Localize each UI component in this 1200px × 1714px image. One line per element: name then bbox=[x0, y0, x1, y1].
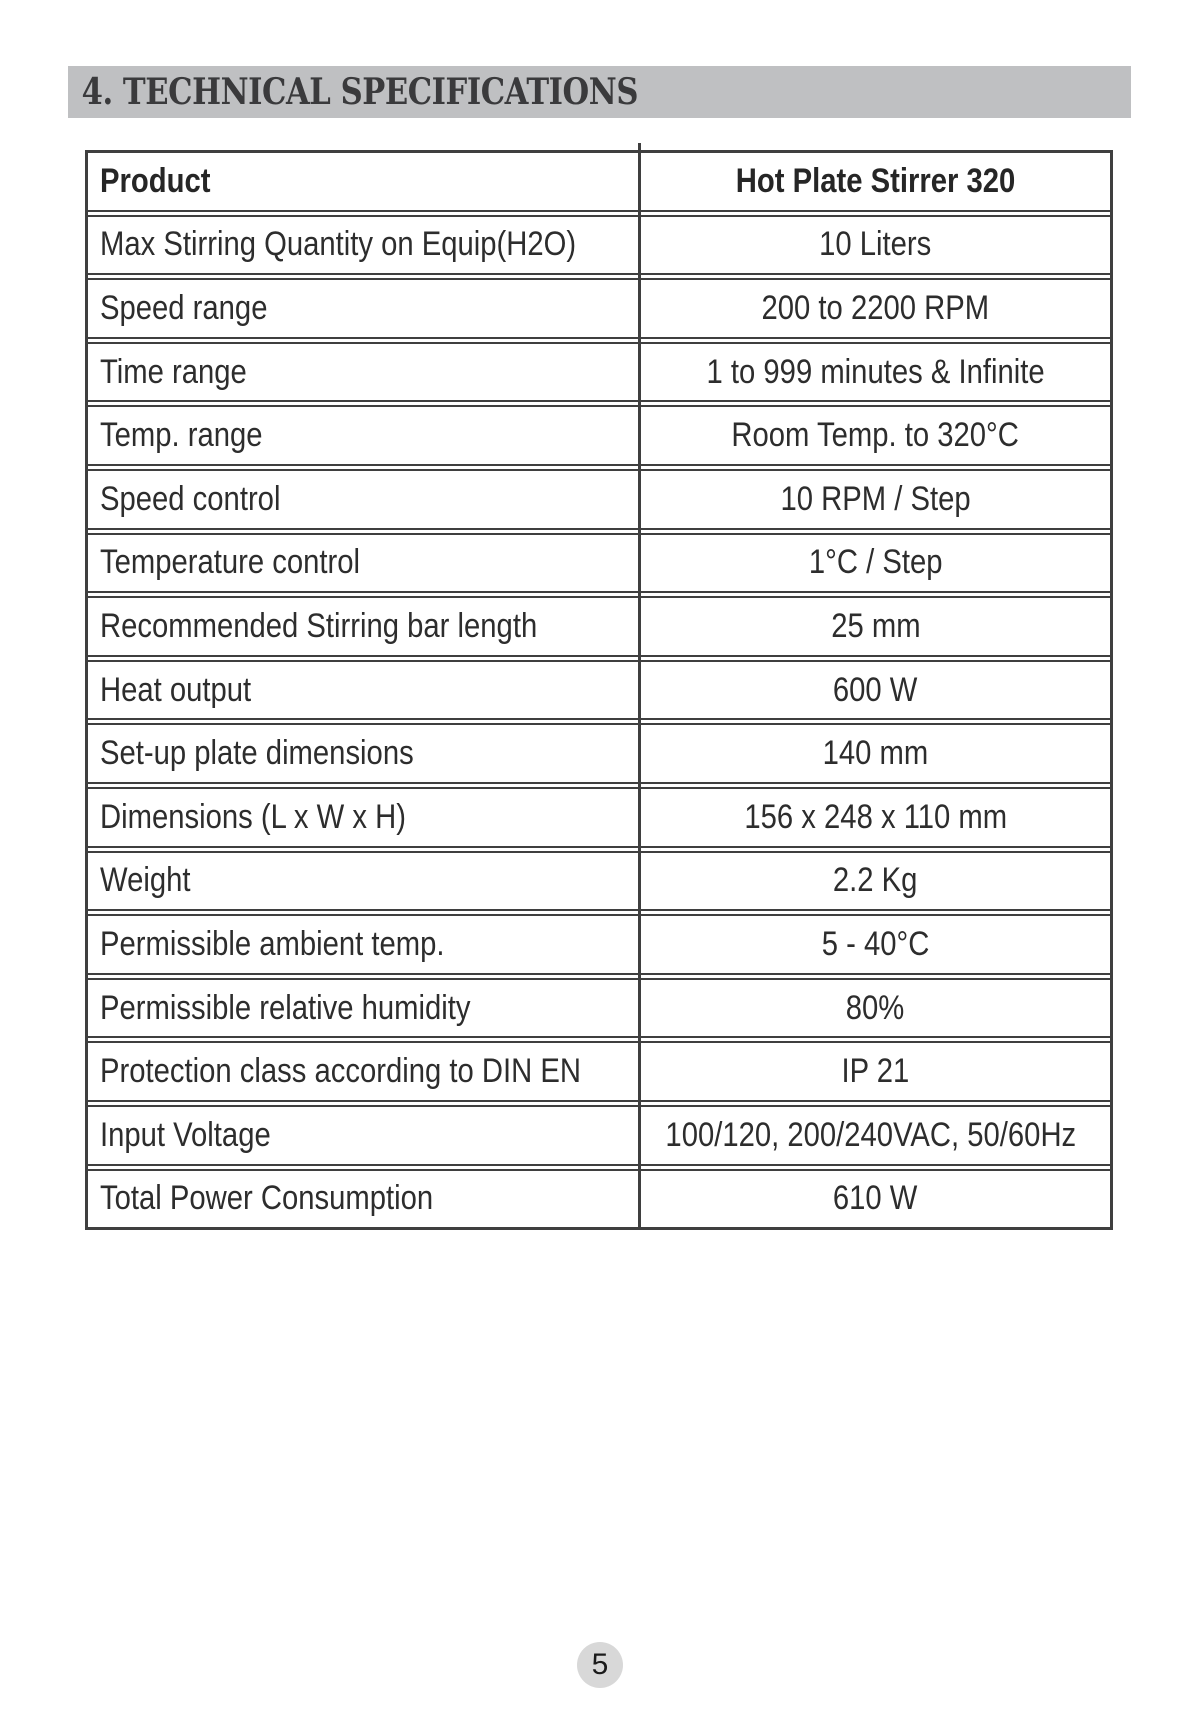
table-row: Permissible relative humidity 80% bbox=[88, 980, 1110, 1044]
section-title: 4. TECHNICAL SPECIFICATIONS bbox=[81, 71, 639, 113]
spec-label: Input Voltage bbox=[100, 1115, 271, 1154]
spec-value-cell: 200 to 2200 RPM bbox=[641, 289, 1110, 328]
table-row: Set-up plate dimensions 140 mm bbox=[88, 725, 1110, 789]
table-row: Input Voltage 100/120, 200/240VAC, 50/60… bbox=[88, 1107, 1110, 1171]
spec-label: Recommended Stirring bar length bbox=[100, 606, 538, 645]
table-row: Speed range 200 to 2200 RPM bbox=[88, 280, 1110, 344]
spec-label-cell: Set-up plate dimensions bbox=[88, 734, 641, 773]
spec-table: Product Hot Plate Stirrer 320 Max Stirri… bbox=[85, 143, 1113, 1230]
table-row: Recommended Stirring bar length 25 mm bbox=[88, 598, 1110, 662]
spec-value: 2.2 Kg bbox=[833, 861, 918, 900]
spec-value-cell: 10 RPM / Step bbox=[641, 480, 1110, 519]
table-row: Total Power Consumption 610 W bbox=[88, 1171, 1110, 1227]
spec-label: Max Stirring Quantity on Equip(H2O) bbox=[100, 225, 577, 264]
table-row: Time range 1 to 999 minutes & Infinite bbox=[88, 344, 1110, 408]
header-label-cell: Product bbox=[88, 162, 641, 201]
spec-label: Dimensions (L x W x H) bbox=[100, 797, 406, 836]
spec-value-cell: 5 - 40°C bbox=[641, 925, 1110, 964]
spec-value-cell: 80% bbox=[641, 989, 1110, 1028]
table-row: Max Stirring Quantity on Equip(H2O) 10 L… bbox=[88, 217, 1110, 281]
spec-value-cell: Room Temp. to 320°C bbox=[641, 416, 1110, 455]
spec-label: Speed range bbox=[100, 288, 268, 327]
spec-value-cell: 2.2 Kg bbox=[641, 861, 1110, 900]
spec-value-cell: 25 mm bbox=[641, 607, 1110, 646]
spec-label: Permissible ambient temp. bbox=[100, 924, 445, 963]
table-row: Permissible ambient temp. 5 - 40°C bbox=[88, 916, 1110, 980]
page-number: 5 bbox=[591, 1648, 609, 1681]
table-row: Temperature control 1°C / Step bbox=[88, 535, 1110, 599]
spec-value: 80% bbox=[846, 988, 905, 1027]
spec-value-cell: 610 W bbox=[641, 1179, 1110, 1218]
table-row: Temp. range Room Temp. to 320°C bbox=[88, 407, 1110, 471]
spec-label-cell: Speed control bbox=[88, 480, 641, 519]
spec-value-cell: IP 21 bbox=[641, 1052, 1110, 1091]
spec-label-cell: Temp. range bbox=[88, 416, 641, 455]
spec-label-cell: Max Stirring Quantity on Equip(H2O) bbox=[88, 225, 641, 264]
table-row: Speed control 10 RPM / Step bbox=[88, 471, 1110, 535]
spec-label: Protection class according to DIN EN bbox=[100, 1052, 582, 1091]
spec-label-cell: Input Voltage bbox=[88, 1116, 632, 1155]
table-row: Weight 2.2 Kg bbox=[88, 853, 1110, 917]
spec-label: Total Power Consumption bbox=[100, 1179, 434, 1217]
spec-value: 140 mm bbox=[822, 734, 929, 773]
column-divider-line bbox=[638, 143, 641, 1227]
spec-value: Room Temp. to 320°C bbox=[731, 416, 1020, 455]
section-title-bar: 4. TECHNICAL SPECIFICATIONS bbox=[68, 66, 1131, 118]
spec-value-cell: 100/120, 200/240VAC, 50/60Hz bbox=[632, 1116, 1110, 1155]
spec-value-cell: 10 Liters bbox=[641, 225, 1110, 264]
spec-value-cell: 1°C / Step bbox=[641, 543, 1110, 582]
spec-label-cell: Temperature control bbox=[88, 543, 641, 582]
spec-value: 100/120, 200/240VAC, 50/60Hz bbox=[665, 1115, 1077, 1154]
spec-value-cell: 140 mm bbox=[641, 734, 1110, 773]
spec-value: IP 21 bbox=[841, 1052, 910, 1091]
spec-label-cell: Total Power Consumption bbox=[88, 1179, 641, 1218]
spec-label: Speed control bbox=[100, 479, 281, 518]
spec-label-cell: Dimensions (L x W x H) bbox=[88, 798, 641, 837]
spec-value: 600 W bbox=[833, 670, 918, 709]
table-row: Dimensions (L x W x H) 156 x 248 x 110 m… bbox=[88, 789, 1110, 853]
spec-label-cell: Permissible ambient temp. bbox=[88, 925, 641, 964]
spec-value: 200 to 2200 RPM bbox=[761, 288, 990, 327]
spec-label-cell: Heat output bbox=[88, 671, 641, 710]
table-row: Protection class according to DIN EN IP … bbox=[88, 1043, 1110, 1107]
spec-label-cell: Time range bbox=[88, 353, 641, 392]
spec-value: 156 x 248 x 110 mm bbox=[744, 797, 1007, 836]
spec-label: Temperature control bbox=[100, 543, 361, 582]
spec-value: 10 Liters bbox=[819, 225, 932, 264]
table-row: Heat output 600 W bbox=[88, 662, 1110, 726]
spec-value: 10 RPM / Step bbox=[780, 479, 971, 518]
spec-label: Time range bbox=[100, 352, 247, 391]
table-header-row: Product Hot Plate Stirrer 320 bbox=[88, 153, 1110, 217]
spec-label-cell: Protection class according to DIN EN bbox=[88, 1052, 641, 1091]
product-header-label: Product bbox=[100, 161, 211, 200]
spec-label-cell: Recommended Stirring bar length bbox=[88, 607, 641, 646]
spec-value: 1°C / Step bbox=[808, 543, 943, 582]
spec-value-cell: 600 W bbox=[641, 671, 1110, 710]
spec-label-cell: Permissible relative humidity bbox=[88, 989, 641, 1028]
page-number-badge: 5 bbox=[577, 1642, 623, 1688]
spec-label: Heat output bbox=[100, 670, 252, 709]
spec-label: Permissible relative humidity bbox=[100, 988, 471, 1027]
spec-value-cell: 1 to 999 minutes & Infinite bbox=[641, 353, 1110, 392]
spec-label: Set-up plate dimensions bbox=[100, 734, 414, 773]
spec-value-cell: 156 x 248 x 110 mm bbox=[641, 798, 1110, 837]
product-name: Hot Plate Stirrer 320 bbox=[735, 161, 1016, 200]
spec-label-cell: Speed range bbox=[88, 289, 641, 328]
spec-label: Temp. range bbox=[100, 416, 263, 455]
spec-label: Weight bbox=[100, 861, 191, 900]
spec-value: 25 mm bbox=[830, 606, 921, 645]
spec-label-cell: Weight bbox=[88, 861, 641, 900]
header-value-cell: Hot Plate Stirrer 320 bbox=[641, 162, 1110, 201]
spec-value: 1 to 999 minutes & Infinite bbox=[706, 352, 1045, 391]
spec-value: 610 W bbox=[833, 1179, 918, 1217]
spec-value: 5 - 40°C bbox=[821, 924, 930, 963]
